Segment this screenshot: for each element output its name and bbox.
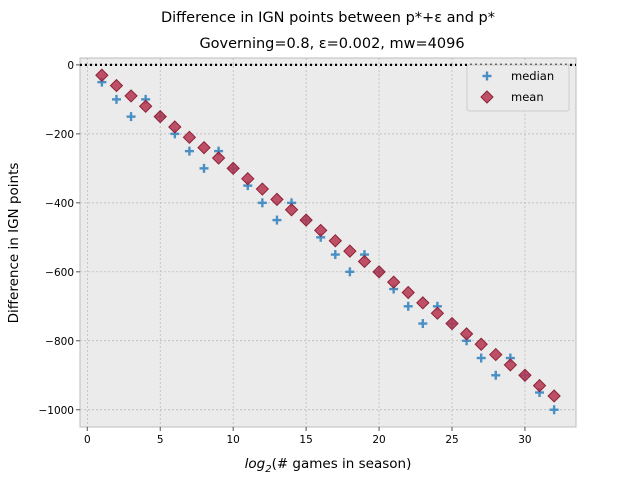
y-axis-label: Difference in IGN points <box>6 163 22 324</box>
mean-point <box>401 285 415 300</box>
legend-marker-median <box>482 71 492 81</box>
median-point <box>111 94 121 104</box>
data-markers <box>95 68 561 415</box>
legend-box <box>466 64 570 112</box>
x-tick-label: 10 <box>226 434 239 446</box>
mean-point <box>532 378 547 393</box>
series-mean <box>95 68 561 403</box>
mean-point <box>459 327 474 341</box>
mean-point <box>372 265 386 279</box>
mean-point <box>313 223 328 238</box>
y-axis-ticks: 0 −200 −400 −600 −800 −1000 <box>38 60 80 417</box>
x-axis-label-subscript: 2 <box>265 464 271 475</box>
mean-point <box>430 306 445 320</box>
median-point <box>345 267 355 277</box>
mean-point <box>299 213 313 227</box>
mean-point <box>109 78 124 93</box>
median-point <box>418 319 428 329</box>
median-point <box>199 163 209 173</box>
median-point <box>184 146 194 156</box>
mean-point <box>226 161 240 176</box>
mean-point <box>503 358 518 372</box>
mean-point <box>343 244 357 258</box>
mean-point <box>153 109 167 124</box>
mean-point <box>547 389 561 403</box>
mean-point <box>386 275 401 289</box>
median-point <box>272 215 282 225</box>
x-tick-label: 5 <box>157 434 164 446</box>
mean-point <box>168 120 182 134</box>
y-tick-label: 0 <box>67 60 74 72</box>
mean-point <box>95 68 109 82</box>
y-tick-label: −400 <box>45 198 74 210</box>
x-axis-label: log2(# games in season) <box>245 456 412 475</box>
mean-point <box>138 99 153 113</box>
y-tick-label: −800 <box>45 336 74 348</box>
mean-point <box>445 316 459 331</box>
x-tick-label: 20 <box>372 434 385 446</box>
mean-point <box>182 130 197 145</box>
x-axis-label-prefix: log <box>245 456 266 472</box>
y-tick-label: −600 <box>45 267 74 279</box>
chart-title-line2: Governing=0.8, ε=0.002, mw=4096 <box>199 36 464 52</box>
median-point <box>330 250 340 260</box>
x-axis-label-suffix: (# games in season) <box>272 456 412 472</box>
mean-point <box>124 89 138 103</box>
x-tick-label: 25 <box>445 434 458 446</box>
y-tick-label: −200 <box>45 129 74 141</box>
x-tick-label: 0 <box>84 434 91 446</box>
chart-title-line1: Difference in IGN points between p*+ε an… <box>161 10 495 26</box>
x-tick-label: 30 <box>518 434 531 446</box>
y-tick-label: −1000 <box>38 405 74 417</box>
legend-label-median: median <box>511 69 554 83</box>
mean-point <box>255 182 270 196</box>
plot-area <box>79 57 577 428</box>
mean-point <box>211 151 226 165</box>
legend: median mean <box>466 64 570 112</box>
median-point <box>476 353 486 363</box>
mean-point <box>328 234 343 248</box>
mean-point <box>357 254 372 269</box>
median-point <box>491 370 501 380</box>
legend-marker-mean <box>480 90 494 104</box>
mean-point <box>241 171 255 186</box>
mean-point <box>284 203 299 217</box>
mean-point <box>270 192 284 207</box>
x-tick-label: 15 <box>299 434 312 446</box>
x-axis-ticks: 0 5 10 15 20 25 30 <box>84 427 532 446</box>
mean-point <box>416 296 430 310</box>
mean-point <box>489 347 503 362</box>
mean-point <box>474 337 488 351</box>
legend-label-mean: mean <box>511 90 544 104</box>
median-point <box>403 301 413 311</box>
median-point <box>126 112 136 122</box>
median-point <box>549 405 559 415</box>
mean-point <box>197 140 211 155</box>
median-point <box>257 198 267 208</box>
mean-point <box>518 368 532 382</box>
